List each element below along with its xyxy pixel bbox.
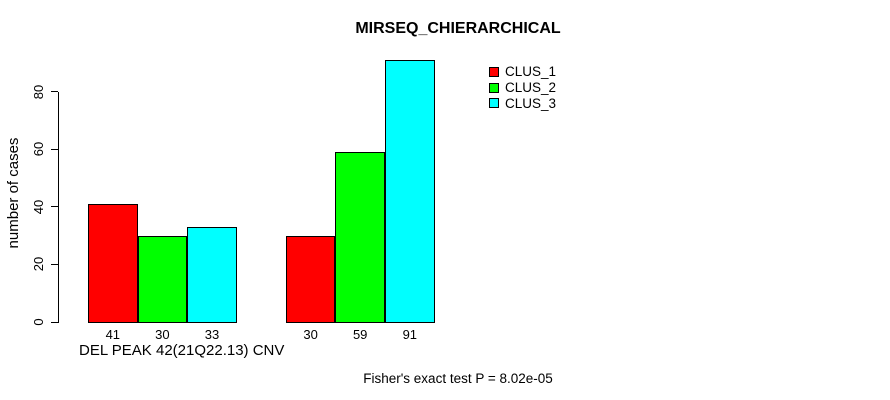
legend-swatch-clus_1	[489, 66, 499, 77]
legend-swatch-clus_2	[489, 82, 499, 93]
bar-clus_1-group-1	[88, 204, 138, 323]
bar-clus_2-group-2	[335, 152, 385, 323]
y-tick-label: 0	[31, 318, 46, 326]
y-tick-label: 60	[31, 142, 46, 157]
legend: CLUS_1 CLUS_2 CLUS_3	[489, 64, 556, 111]
y-tick-label: 20	[31, 257, 46, 272]
bar-clus_2-group-1	[137, 235, 188, 323]
bar-value-label: 41	[105, 327, 121, 342]
bar-value-label: 30	[155, 327, 170, 342]
y-tick-label: 40	[31, 199, 46, 215]
chart-title: MIRSEQ_CHIERARCHICAL	[355, 20, 561, 37]
bar-clus_3-group-1	[187, 227, 237, 323]
y-axis-label: number of cases	[4, 137, 22, 249]
y-tick-mark	[51, 148, 58, 150]
legend-row-clus_3: CLUS_3	[489, 95, 556, 111]
y-tick-mark	[51, 321, 58, 323]
fisher-test-annotation: Fisher's exact test P = 8.02e-05	[363, 371, 553, 386]
bar-clus_1-group-2	[285, 235, 336, 323]
legend-label: CLUS_3	[505, 95, 557, 111]
y-tick-mark	[51, 206, 58, 208]
y-tick-mark	[51, 91, 58, 93]
legend-label: CLUS_2	[505, 80, 557, 96]
legend-swatch-clus_3	[489, 98, 499, 109]
bar-value-label: 30	[303, 327, 318, 342]
legend-row-clus_2: CLUS_2	[489, 80, 556, 96]
y-axis-line	[58, 91, 59, 323]
bar-clus_3-group-2	[385, 60, 435, 323]
bar-value-label: 33	[204, 327, 220, 342]
legend-label: CLUS_1	[505, 64, 557, 80]
x-axis-label: DEL PEAK 42(21Q22.13) CNV	[79, 342, 285, 359]
bar-value-label: 91	[402, 327, 418, 342]
y-tick-mark	[51, 263, 58, 265]
legend-row-clus_1: CLUS_1	[489, 64, 556, 80]
bar-value-label: 59	[352, 327, 368, 342]
y-tick-label: 80	[31, 84, 46, 99]
